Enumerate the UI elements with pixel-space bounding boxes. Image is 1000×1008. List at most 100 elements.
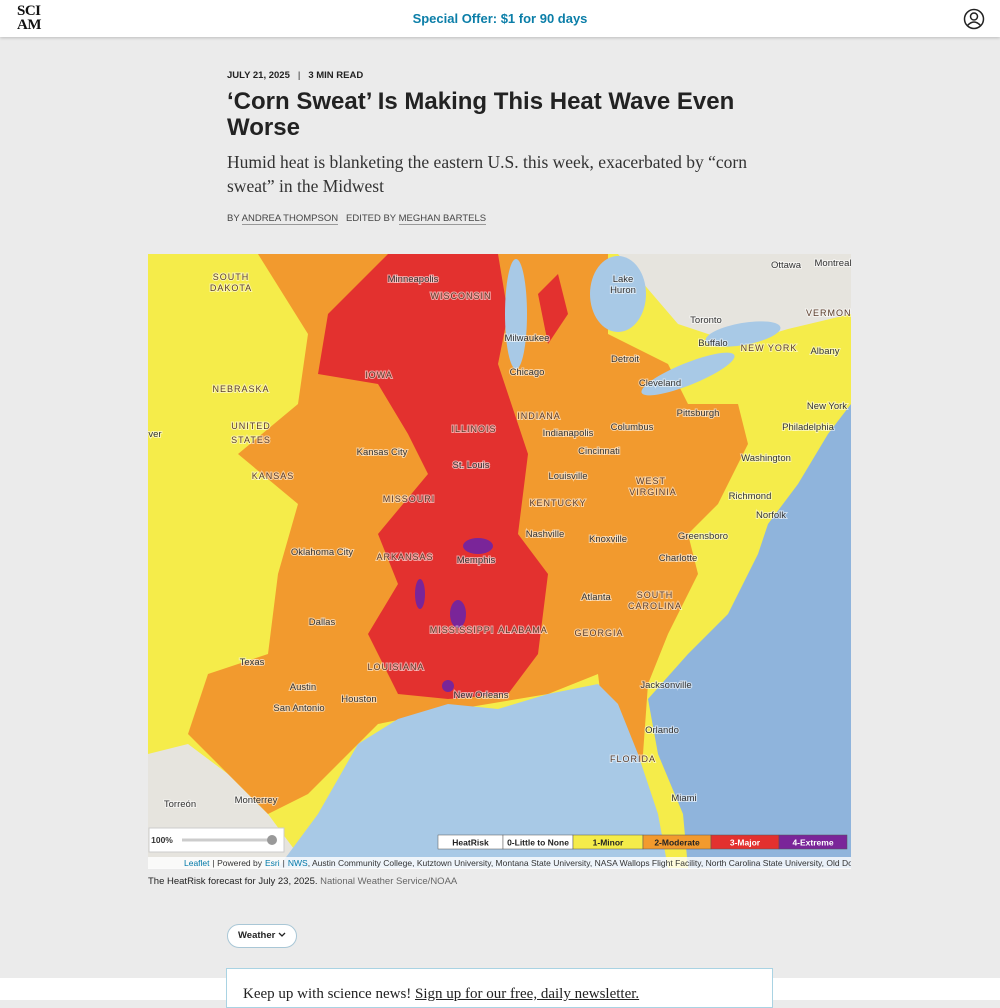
legend-label: 4-Extreme	[792, 838, 833, 848]
map-label: Houston	[341, 694, 376, 705]
caption-text: The HeatRisk forecast for July 23, 2025.	[148, 876, 318, 887]
map-label: IOWA	[365, 370, 393, 380]
map-label: New York	[807, 401, 847, 412]
map-label: Kansas City	[357, 447, 408, 458]
map-label: Orlando	[645, 725, 679, 736]
map-label: UNITED	[231, 421, 271, 431]
map-label: NEW YORK	[741, 343, 798, 353]
map-label: MISSISSIPPI	[430, 625, 495, 635]
map-label: Huron	[610, 285, 636, 296]
map-label: Milwaukee	[505, 333, 550, 344]
extreme-area	[442, 680, 454, 692]
map-label: INDIANA	[517, 411, 561, 421]
map-label: NEBRASKA	[212, 384, 269, 394]
attribution-part[interactable]: NWS	[287, 858, 308, 868]
atlantic-ocean	[648, 404, 851, 868]
edited-by: EDITED BY	[346, 213, 396, 224]
map-label: Dallas	[309, 617, 336, 628]
map-label: Montreal	[815, 258, 851, 269]
map-label: LOUISIANA	[367, 662, 424, 672]
map-label: FLORIDA	[610, 754, 656, 764]
map-label: Buffalo	[698, 338, 727, 349]
map-label: Albany	[810, 346, 839, 357]
map-label: Monterrey	[235, 795, 278, 806]
attribution-part[interactable]: Leaflet	[184, 858, 210, 868]
topic-tag[interactable]: Weather	[227, 924, 297, 948]
map-label: Nashville	[526, 529, 565, 540]
logo-line: SCI	[17, 3, 41, 19]
canada	[618, 254, 851, 344]
map-label: San Antonio	[273, 703, 324, 714]
legend: HeatRisk 0-Little to None 1-Minor 2-Moderat…	[437, 834, 848, 850]
headline: ‘Corn Sweat’ Is Making This Heat Wave Ev…	[227, 88, 735, 141]
newsletter-box: Keep up with science news! Sign up for o…	[226, 968, 773, 1008]
byline: BY ANDREA THOMPSON EDITED BY MEGHAN BART…	[227, 213, 487, 225]
map-label: KENTUCKY	[529, 498, 586, 508]
map-label: Ottawa	[771, 260, 802, 271]
map-label: Austin	[290, 682, 316, 693]
map-label: Philadelphia	[782, 422, 834, 433]
map-label: ver	[148, 429, 161, 440]
map-label: Lake	[613, 274, 634, 285]
map-label: Cincinnati	[578, 446, 620, 457]
article-meta: JULY 21, 2025 | 3 MIN READ	[227, 70, 364, 81]
map-label: KANSAS	[252, 471, 295, 481]
map-label: Miami	[671, 793, 696, 804]
author[interactable]: ANDREA THOMPSON	[241, 213, 339, 225]
map-label: VERMONT	[806, 308, 851, 318]
extreme-area	[415, 579, 425, 609]
heatrisk-map[interactable]: HeatRisk 0-Little to None 1-Minor 2-Moderat…	[148, 254, 851, 868]
attribution-part: | Powered by	[212, 858, 262, 868]
map-label: GEORGIA	[574, 628, 623, 638]
attribution-part[interactable]: Esri	[265, 858, 280, 868]
map-label: Norfolk	[756, 510, 786, 521]
map-label: Oklahoma City	[291, 547, 354, 558]
extreme-area	[450, 600, 466, 628]
map-label: ILLINOIS	[451, 424, 496, 434]
zoom-handle[interactable]	[267, 835, 277, 845]
newsletter-text: Keep up with science news!	[243, 986, 412, 1002]
lake-erie	[641, 352, 735, 396]
attribution-part: |	[282, 858, 285, 868]
chevron	[278, 932, 286, 937]
map-label: ALABAMA	[498, 625, 548, 635]
major-area	[318, 254, 548, 699]
legend-label: HeatRisk	[452, 838, 489, 848]
legend-label: 1-Minor	[593, 838, 624, 848]
special-offer[interactable]: Special Offer: $1 for 90 days	[412, 11, 588, 26]
tag-label: Weather	[238, 930, 276, 941]
map-label: Memphis	[457, 555, 496, 566]
newsletter-link[interactable]: Sign up for our free, daily newsletter.	[415, 986, 640, 1002]
editor[interactable]: MEGHAN BARTELS	[398, 213, 487, 225]
logo[interactable]: SCI AM	[17, 3, 42, 33]
map-label: New Orleans	[454, 690, 509, 701]
read-time: 3 MIN READ	[308, 70, 364, 81]
map-label: Greensboro	[678, 531, 728, 542]
map-label: WEST	[636, 476, 666, 486]
zoom-level: 100%	[151, 835, 173, 845]
lake-ontario	[705, 321, 781, 347]
map-label: STATES	[231, 435, 271, 445]
account-icon[interactable]	[963, 8, 985, 30]
map-label: CAROLINA	[628, 601, 682, 611]
caption: The HeatRisk forecast for July 23, 2025.…	[148, 876, 457, 887]
legend-swatch	[778, 834, 848, 850]
attribution-part: , Austin Community College, Kutztown Uni…	[307, 858, 851, 868]
logo-line: AM	[17, 17, 42, 33]
map-label: Cleveland	[639, 378, 681, 389]
map-label: Knoxville	[589, 534, 627, 545]
map-label: ARKANSAS	[376, 552, 433, 562]
map-label: Louisville	[548, 471, 587, 482]
date: JULY 21, 2025	[227, 70, 290, 81]
major-area	[538, 274, 568, 344]
map-label: VIRGINIA	[629, 487, 677, 497]
map-label: Pittsburgh	[677, 408, 720, 419]
map-label: Minneapolis	[388, 274, 439, 285]
header: SCI AM Special Offer: $1 for 90 days	[0, 0, 1000, 37]
lake-huron	[590, 256, 646, 332]
map-label: Atlanta	[581, 592, 611, 603]
map-label: Chicago	[510, 367, 545, 378]
map-label: Toronto	[690, 315, 722, 326]
lake-michigan	[505, 259, 527, 369]
